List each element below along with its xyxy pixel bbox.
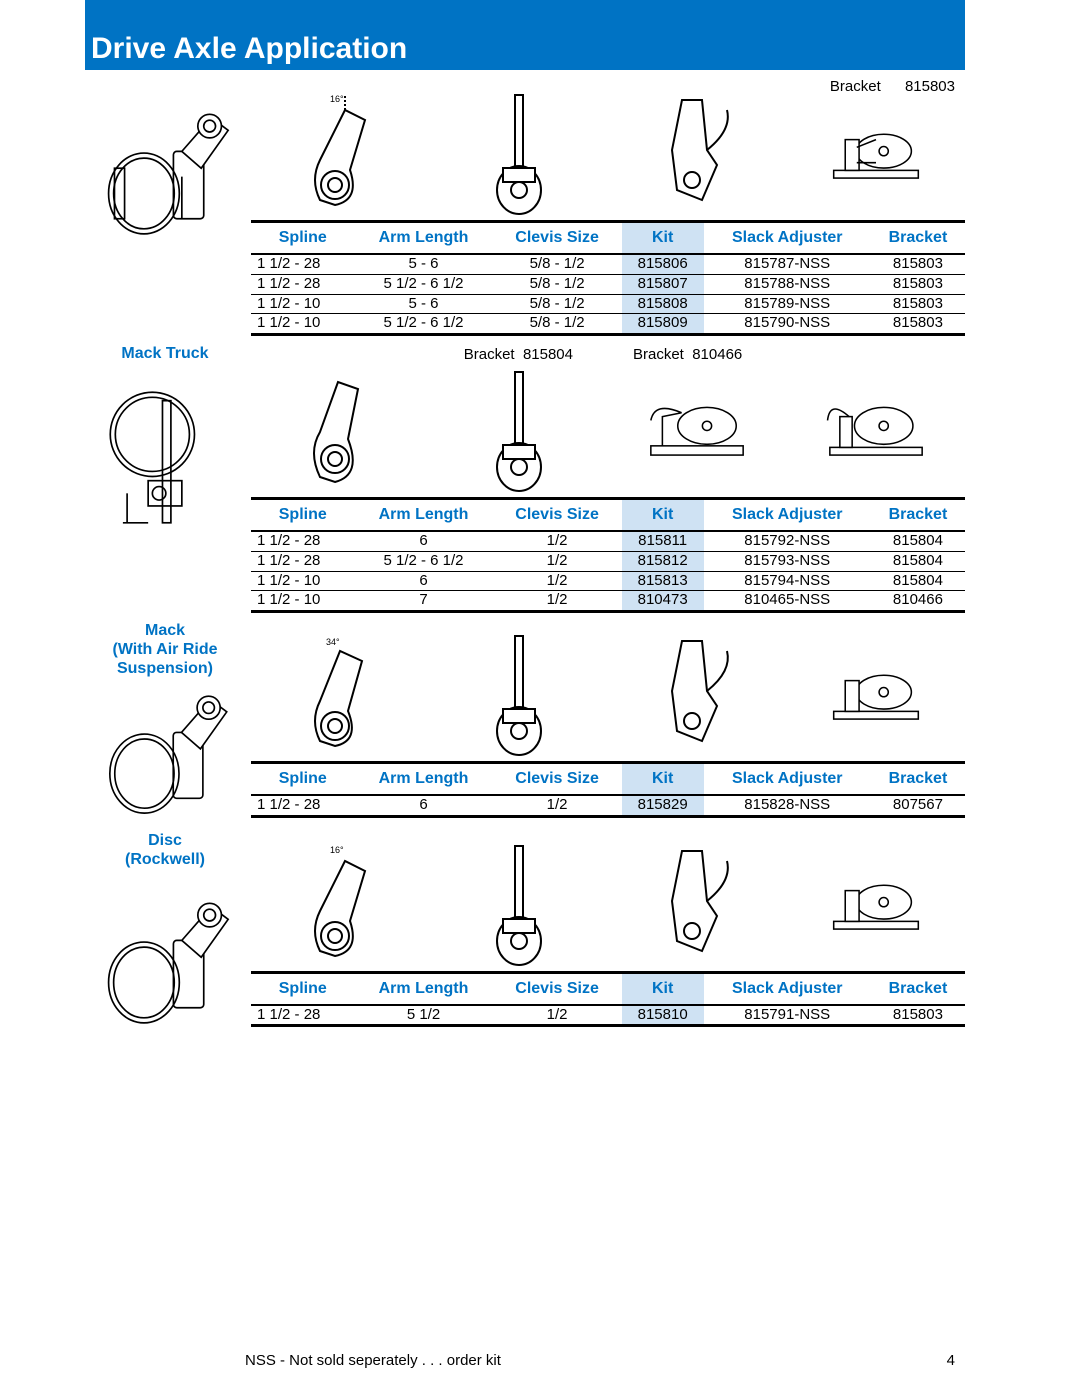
table-row: 1 1/2 - 1061/2815813815794-NSS815804	[251, 571, 965, 591]
col-bracket: Bracket	[871, 222, 965, 255]
mack-truck-diagram	[90, 367, 240, 527]
col-armlength: Arm Length	[355, 222, 493, 255]
section-2: Mack Truck Bracket 815804 Bracket 810466	[85, 344, 965, 613]
table-row: 1 1/2 - 285 1/21/2815810815791-NSS815803	[251, 1005, 965, 1026]
section-1-diagram-row: Bracket 815803 16°	[251, 80, 965, 220]
page-number: 4	[947, 1352, 955, 1369]
footer-note: NSS - Not sold seperately . . . order ki…	[245, 1352, 501, 1369]
section-4-table: SplineArm LengthClevis SizeKitSlack Adju…	[251, 971, 965, 1028]
adjuster-diagram: 16°	[290, 90, 390, 220]
brake-assembly-diagram	[90, 84, 240, 244]
svg-text:34°: 34°	[326, 637, 340, 647]
section-2-right: Bracket 815804 Bracket 810466 SplineArm …	[245, 344, 965, 613]
clevis-diagram	[647, 631, 747, 761]
table-row: 1 1/2 - 1071/2810473810465-NSS810466	[251, 591, 965, 612]
section-4-label: Disc (Rockwell)	[85, 831, 245, 869]
section-3-right: 34° SplineArm LengthClevis SizeKitSlack …	[245, 621, 965, 818]
section-1-right: Bracket 815803 16° Spline Arm Length Cle…	[245, 80, 965, 336]
adjuster-diagram	[290, 367, 390, 497]
section-1-table: Spline Arm Length Clevis Size Kit Slack …	[251, 220, 965, 336]
bracket-partno: 815803	[905, 78, 955, 95]
section-2-table: SplineArm LengthClevis SizeKitSlack Adju…	[251, 497, 965, 613]
clevis-diagram	[647, 90, 747, 220]
disc-rockwell-diagram	[90, 873, 240, 1033]
table-row: 1 1/2 - 285 1/2 - 6 1/21/2815812815793-N…	[251, 551, 965, 571]
lever-diagram	[469, 90, 569, 220]
bracket-diagram	[826, 841, 926, 971]
section-4-right: 16° SplineArm LengthClevis SizeKitSlack …	[245, 831, 965, 1028]
table-row: 1 1/2 - 105 1/2 - 6 1/25/8 - 1/281580981…	[251, 314, 965, 335]
section-4-diagram-row: 16°	[251, 831, 965, 971]
page-footer: NSS - Not sold seperately . . . order ki…	[85, 1352, 965, 1369]
content-area: Bracket 815803 16° Spline Arm Length Cle…	[85, 80, 965, 1041]
table-row: 1 1/2 - 285 1/2 - 6 1/25/8 - 1/281580781…	[251, 274, 965, 294]
col-kit: Kit	[622, 222, 704, 255]
lever-diagram	[469, 367, 569, 497]
page-title: Drive Axle Application	[91, 32, 407, 66]
section-3-diagram-row: 34°	[251, 621, 965, 761]
section-2-diagram-row	[251, 357, 965, 497]
table-row: 1 1/2 - 2861/2815811815792-NSS815804	[251, 531, 965, 551]
svg-text:16°: 16°	[330, 94, 344, 104]
lever-diagram	[469, 631, 569, 761]
clevis-diagram	[647, 841, 747, 971]
section-1-top-labels: Bracket 815803	[810, 78, 955, 95]
lever-diagram	[469, 841, 569, 971]
bracket-diagram	[826, 90, 926, 220]
adjuster-diagram: 16°	[290, 841, 390, 971]
adjuster-diagram: 34°	[290, 631, 390, 761]
mack-air-ride-diagram	[90, 683, 240, 823]
col-spline: Spline	[251, 222, 355, 255]
section-2-label: Mack Truck	[85, 344, 245, 363]
svg-text:16°: 16°	[330, 845, 344, 855]
col-slack: Slack Adjuster	[704, 222, 871, 255]
table-row: 1 1/2 - 285 - 65/8 - 1/2815806815787-NSS…	[251, 254, 965, 274]
section-3-left: Mack (With Air Ride Suspension)	[85, 621, 245, 823]
bracket-diagram-2	[826, 367, 926, 497]
section-4-left: Disc (Rockwell)	[85, 831, 245, 1033]
bracket-diagram	[826, 631, 926, 761]
section-4: Disc (Rockwell) 16° SplineArm LengthCle	[85, 831, 965, 1033]
section-2-left: Mack Truck	[85, 344, 245, 527]
title-bar: Drive Axle Application	[85, 0, 965, 70]
section-3-label: Mack (With Air Ride Suspension)	[85, 621, 245, 679]
bracket-label: Bracket	[830, 78, 881, 95]
section-3: Mack (With Air Ride Suspension) 34° Spl	[85, 621, 965, 823]
section-1-left	[85, 80, 245, 244]
bracket-diagram-1	[647, 367, 747, 497]
section-3-table: SplineArm LengthClevis SizeKitSlack Adju…	[251, 761, 965, 818]
table-row: 1 1/2 - 2861/2815829815828-NSS807567	[251, 795, 965, 816]
table-row: 1 1/2 - 105 - 65/8 - 1/2815808815789-NSS…	[251, 294, 965, 314]
col-clevis: Clevis Size	[492, 222, 621, 255]
section-1: Bracket 815803 16° Spline Arm Length Cle…	[85, 80, 965, 336]
